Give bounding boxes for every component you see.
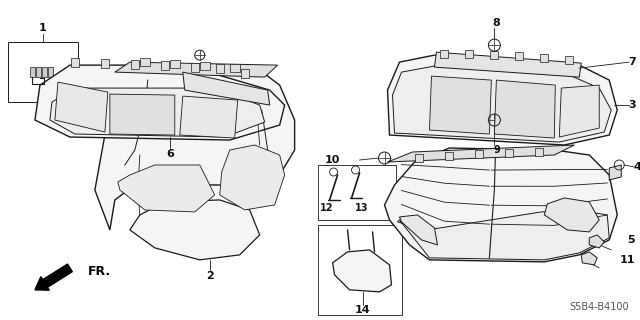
Text: 5: 5 [627,235,635,245]
Polygon shape [494,80,556,138]
Polygon shape [55,82,108,132]
Polygon shape [506,149,513,157]
Polygon shape [110,94,175,135]
Polygon shape [515,52,524,60]
Polygon shape [42,67,47,77]
Polygon shape [118,165,215,212]
Text: 4: 4 [633,162,640,172]
Polygon shape [581,252,597,265]
Polygon shape [30,67,35,77]
Polygon shape [36,67,41,77]
Polygon shape [545,198,599,232]
Polygon shape [161,61,169,70]
Polygon shape [540,54,548,62]
Polygon shape [387,145,574,162]
Polygon shape [71,58,79,67]
Text: S5B4-B4100: S5B4-B4100 [570,302,629,312]
Polygon shape [130,200,260,260]
Polygon shape [440,50,449,58]
Polygon shape [317,225,403,315]
Polygon shape [465,50,474,58]
Polygon shape [191,63,199,72]
Polygon shape [230,64,240,72]
Polygon shape [8,42,78,102]
Polygon shape [392,65,611,142]
Polygon shape [170,60,180,68]
Text: 12: 12 [319,203,333,213]
Polygon shape [101,59,109,68]
Polygon shape [535,148,543,156]
FancyArrow shape [35,264,72,290]
Polygon shape [183,72,269,105]
Text: 1: 1 [39,23,47,33]
Polygon shape [200,62,210,70]
Polygon shape [387,55,617,145]
Polygon shape [220,145,285,210]
Polygon shape [429,76,492,134]
Polygon shape [35,65,285,140]
Text: 13: 13 [355,203,368,213]
Polygon shape [490,51,499,59]
Polygon shape [140,58,150,66]
Polygon shape [95,65,294,230]
Polygon shape [180,96,237,138]
Polygon shape [50,88,265,137]
Polygon shape [435,52,581,77]
Polygon shape [131,60,139,69]
Text: 11: 11 [620,255,635,265]
Polygon shape [317,165,396,220]
Polygon shape [48,67,53,77]
Text: 6: 6 [166,149,173,159]
Polygon shape [415,154,424,162]
Polygon shape [115,62,278,77]
Text: 14: 14 [355,305,371,315]
Text: FR.: FR. [88,265,111,278]
Text: 2: 2 [206,271,214,281]
Polygon shape [476,150,483,158]
Text: 9: 9 [493,145,500,155]
Polygon shape [241,69,249,78]
Text: 7: 7 [628,57,636,67]
Polygon shape [445,152,453,160]
Polygon shape [589,235,604,248]
Text: 10: 10 [324,155,340,165]
Polygon shape [565,56,573,64]
Text: 3: 3 [628,100,636,110]
Polygon shape [399,215,438,245]
Polygon shape [333,250,392,292]
Polygon shape [385,148,617,262]
Polygon shape [559,85,599,137]
Polygon shape [609,165,621,180]
Polygon shape [397,210,609,260]
Text: 8: 8 [493,18,500,28]
Polygon shape [216,64,224,73]
